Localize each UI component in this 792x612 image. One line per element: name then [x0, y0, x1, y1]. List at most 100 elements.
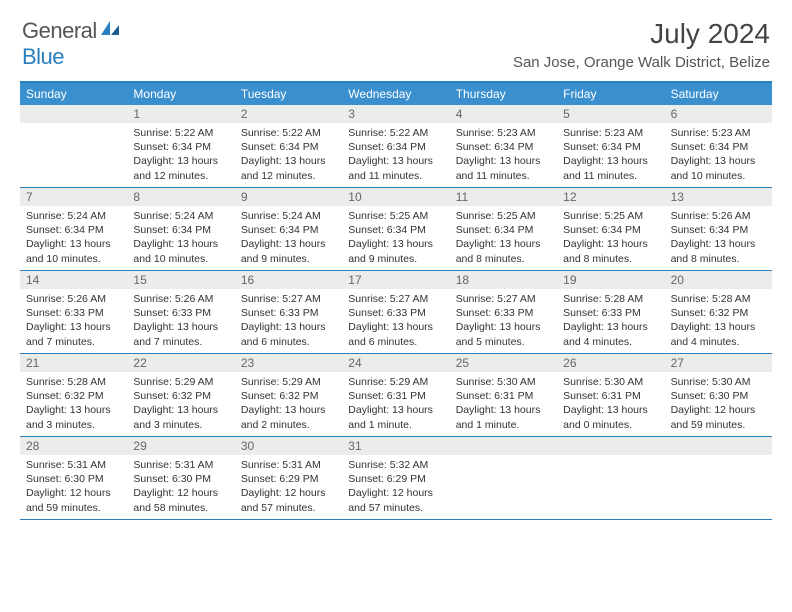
day-number: 3 [342, 105, 449, 123]
day-body: Sunrise: 5:27 AMSunset: 6:33 PMDaylight:… [235, 289, 342, 353]
day-number: 10 [342, 188, 449, 206]
sunset-text: Sunset: 6:33 PM [241, 306, 336, 320]
day-cell: 27Sunrise: 5:30 AMSunset: 6:30 PMDayligh… [665, 354, 772, 436]
daylight-text-2: and 9 minutes. [348, 252, 443, 266]
daylight-text-1: Daylight: 13 hours [348, 403, 443, 417]
weeks-container: 1Sunrise: 5:22 AMSunset: 6:34 PMDaylight… [20, 105, 772, 520]
sunset-text: Sunset: 6:34 PM [348, 140, 443, 154]
daylight-text-2: and 6 minutes. [241, 335, 336, 349]
day-cell: 20Sunrise: 5:28 AMSunset: 6:32 PMDayligh… [665, 271, 772, 353]
daylight-text-1: Daylight: 12 hours [348, 486, 443, 500]
daylight-text-1: Daylight: 13 hours [563, 403, 658, 417]
sunset-text: Sunset: 6:33 PM [563, 306, 658, 320]
day-body: Sunrise: 5:32 AMSunset: 6:29 PMDaylight:… [342, 455, 449, 519]
daylight-text-1: Daylight: 13 hours [456, 237, 551, 251]
daylight-text-2: and 1 minute. [348, 418, 443, 432]
daylight-text-1: Daylight: 13 hours [241, 237, 336, 251]
week-row: 14Sunrise: 5:26 AMSunset: 6:33 PMDayligh… [20, 271, 772, 354]
sunrise-text: Sunrise: 5:22 AM [348, 126, 443, 140]
daylight-text-1: Daylight: 13 hours [133, 403, 228, 417]
day-cell: 19Sunrise: 5:28 AMSunset: 6:33 PMDayligh… [557, 271, 664, 353]
daylight-text-2: and 8 minutes. [456, 252, 551, 266]
weekday-label: Wednesday [342, 83, 449, 105]
day-body: Sunrise: 5:30 AMSunset: 6:31 PMDaylight:… [450, 372, 557, 436]
daylight-text-1: Daylight: 13 hours [133, 154, 228, 168]
daylight-text-1: Daylight: 13 hours [241, 320, 336, 334]
day-number: 30 [235, 437, 342, 455]
daylight-text-1: Daylight: 13 hours [133, 320, 228, 334]
title-block: July 2024 San Jose, Orange Walk District… [513, 18, 770, 71]
day-number: 23 [235, 354, 342, 372]
daylight-text-2: and 4 minutes. [563, 335, 658, 349]
daylight-text-2: and 6 minutes. [348, 335, 443, 349]
sunrise-text: Sunrise: 5:24 AM [26, 209, 121, 223]
month-title: July 2024 [513, 18, 770, 50]
daylight-text-1: Daylight: 13 hours [26, 403, 121, 417]
day-cell: 16Sunrise: 5:27 AMSunset: 6:33 PMDayligh… [235, 271, 342, 353]
logo: General [22, 18, 121, 44]
day-body: Sunrise: 5:24 AMSunset: 6:34 PMDaylight:… [127, 206, 234, 270]
day-number: 8 [127, 188, 234, 206]
weekday-header: Sunday Monday Tuesday Wednesday Thursday… [20, 83, 772, 105]
daylight-text-1: Daylight: 13 hours [456, 320, 551, 334]
daylight-text-1: Daylight: 13 hours [241, 403, 336, 417]
sunset-text: Sunset: 6:29 PM [348, 472, 443, 486]
sunrise-text: Sunrise: 5:22 AM [241, 126, 336, 140]
daylight-text-1: Daylight: 12 hours [241, 486, 336, 500]
day-number [557, 437, 664, 455]
day-body: Sunrise: 5:29 AMSunset: 6:31 PMDaylight:… [342, 372, 449, 436]
daylight-text-2: and 5 minutes. [456, 335, 551, 349]
day-body: Sunrise: 5:25 AMSunset: 6:34 PMDaylight:… [450, 206, 557, 270]
daylight-text-2: and 4 minutes. [671, 335, 766, 349]
day-body: Sunrise: 5:27 AMSunset: 6:33 PMDaylight:… [450, 289, 557, 353]
day-body: Sunrise: 5:26 AMSunset: 6:33 PMDaylight:… [127, 289, 234, 353]
day-cell: 26Sunrise: 5:30 AMSunset: 6:31 PMDayligh… [557, 354, 664, 436]
sunrise-text: Sunrise: 5:24 AM [241, 209, 336, 223]
daylight-text-2: and 57 minutes. [348, 501, 443, 515]
daylight-text-2: and 3 minutes. [133, 418, 228, 432]
day-number: 2 [235, 105, 342, 123]
day-number: 11 [450, 188, 557, 206]
sunset-text: Sunset: 6:34 PM [671, 140, 766, 154]
day-body: Sunrise: 5:24 AMSunset: 6:34 PMDaylight:… [235, 206, 342, 270]
daylight-text-1: Daylight: 13 hours [26, 237, 121, 251]
sunrise-text: Sunrise: 5:27 AM [348, 292, 443, 306]
daylight-text-2: and 58 minutes. [133, 501, 228, 515]
daylight-text-2: and 10 minutes. [26, 252, 121, 266]
sunrise-text: Sunrise: 5:29 AM [133, 375, 228, 389]
day-cell [665, 437, 772, 519]
daylight-text-1: Daylight: 13 hours [348, 154, 443, 168]
sunset-text: Sunset: 6:34 PM [563, 223, 658, 237]
day-body: Sunrise: 5:23 AMSunset: 6:34 PMDaylight:… [665, 123, 772, 187]
day-cell: 9Sunrise: 5:24 AMSunset: 6:34 PMDaylight… [235, 188, 342, 270]
daylight-text-1: Daylight: 13 hours [671, 154, 766, 168]
daylight-text-2: and 8 minutes. [671, 252, 766, 266]
day-number: 29 [127, 437, 234, 455]
sunrise-text: Sunrise: 5:30 AM [563, 375, 658, 389]
sunset-text: Sunset: 6:31 PM [348, 389, 443, 403]
weekday-label: Saturday [665, 83, 772, 105]
daylight-text-1: Daylight: 13 hours [456, 154, 551, 168]
daylight-text-2: and 11 minutes. [456, 169, 551, 183]
day-cell: 15Sunrise: 5:26 AMSunset: 6:33 PMDayligh… [127, 271, 234, 353]
sunset-text: Sunset: 6:33 PM [456, 306, 551, 320]
daylight-text-1: Daylight: 12 hours [133, 486, 228, 500]
daylight-text-2: and 11 minutes. [563, 169, 658, 183]
day-body: Sunrise: 5:31 AMSunset: 6:30 PMDaylight:… [127, 455, 234, 519]
day-cell: 10Sunrise: 5:25 AMSunset: 6:34 PMDayligh… [342, 188, 449, 270]
day-body: Sunrise: 5:30 AMSunset: 6:31 PMDaylight:… [557, 372, 664, 436]
daylight-text-2: and 12 minutes. [133, 169, 228, 183]
day-number: 20 [665, 271, 772, 289]
day-body: Sunrise: 5:31 AMSunset: 6:30 PMDaylight:… [20, 455, 127, 519]
day-number: 14 [20, 271, 127, 289]
day-cell: 29Sunrise: 5:31 AMSunset: 6:30 PMDayligh… [127, 437, 234, 519]
sunrise-text: Sunrise: 5:31 AM [26, 458, 121, 472]
sunset-text: Sunset: 6:32 PM [26, 389, 121, 403]
day-cell [450, 437, 557, 519]
sunrise-text: Sunrise: 5:27 AM [456, 292, 551, 306]
sunrise-text: Sunrise: 5:29 AM [241, 375, 336, 389]
sail-icon [101, 21, 119, 35]
day-number: 19 [557, 271, 664, 289]
sunrise-text: Sunrise: 5:26 AM [671, 209, 766, 223]
day-cell: 4Sunrise: 5:23 AMSunset: 6:34 PMDaylight… [450, 105, 557, 187]
